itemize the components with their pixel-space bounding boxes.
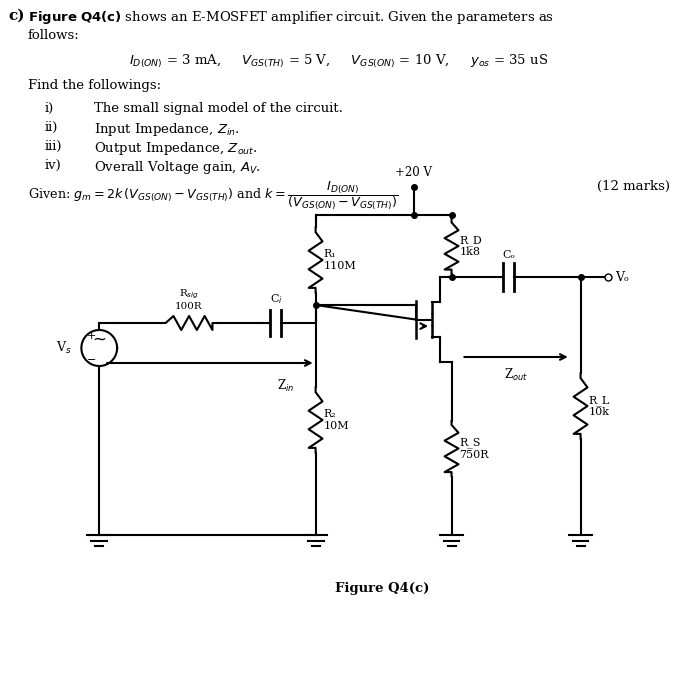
Text: iii): iii) — [45, 140, 62, 153]
Text: iv): iv) — [45, 159, 62, 172]
Text: Overall Voltage gain, $A_V$.: Overall Voltage gain, $A_V$. — [94, 159, 261, 176]
Text: C$_i$: C$_i$ — [270, 292, 282, 306]
Text: The small signal model of the circuit.: The small signal model of the circuit. — [94, 102, 343, 115]
Text: follows:: follows: — [28, 29, 80, 42]
Text: $I_{D(ON)}$ = 3 mA,     $V_{GS(TH)}$ = 5 V,     $V_{GS(ON)}$ = 10 V,     $y_{os}: $I_{D(ON)}$ = 3 mA, $V_{GS(TH)}$ = 5 V, … — [129, 53, 548, 70]
Text: R_S
750R: R_S 750R — [459, 437, 489, 459]
Text: Vₒ: Vₒ — [615, 270, 629, 284]
Text: +20 V: +20 V — [395, 166, 433, 179]
Text: i): i) — [45, 102, 54, 115]
Text: $\bf{Figure\ Q4(c)}$ shows an E-MOSFET amplifier circuit. Given the parameters a: $\bf{Figure\ Q4(c)}$ shows an E-MOSFET a… — [28, 9, 554, 26]
Text: V$_s$: V$_s$ — [56, 340, 71, 356]
Text: Figure Q4(c): Figure Q4(c) — [335, 582, 429, 595]
Text: −: − — [87, 355, 96, 365]
Text: c): c) — [8, 9, 25, 23]
Text: +: + — [87, 331, 96, 341]
Text: Find the followings:: Find the followings: — [28, 79, 161, 92]
Text: R₂
10M: R₂ 10M — [323, 409, 349, 431]
Text: ~: ~ — [92, 331, 106, 349]
Text: Z$_{in}$: Z$_{in}$ — [277, 378, 295, 394]
Text: R_D
1k8: R_D 1k8 — [459, 235, 482, 257]
Text: Output Impedance, $Z_{out}$.: Output Impedance, $Z_{out}$. — [94, 140, 258, 157]
Text: Z$_{out}$: Z$_{out}$ — [504, 367, 528, 383]
Text: R_L
10k: R_L 10k — [589, 395, 610, 418]
Text: (12 marks): (12 marks) — [597, 180, 670, 193]
Text: R$_{sig}$
100R: R$_{sig}$ 100R — [175, 287, 203, 311]
Text: Cₒ: Cₒ — [502, 250, 515, 260]
Text: Input Impedance, $Z_{in}$.: Input Impedance, $Z_{in}$. — [94, 121, 240, 138]
Text: R₁
110M: R₁ 110M — [323, 250, 356, 271]
Text: ii): ii) — [45, 121, 58, 134]
Text: Given: $g_m = 2k\,(V_{GS(ON)} - V_{GS(TH)})$ and $k = \dfrac{I_{D(ON)}}{(V_{GS(O: Given: $g_m = 2k\,(V_{GS(ON)} - V_{GS(TH… — [28, 180, 398, 213]
